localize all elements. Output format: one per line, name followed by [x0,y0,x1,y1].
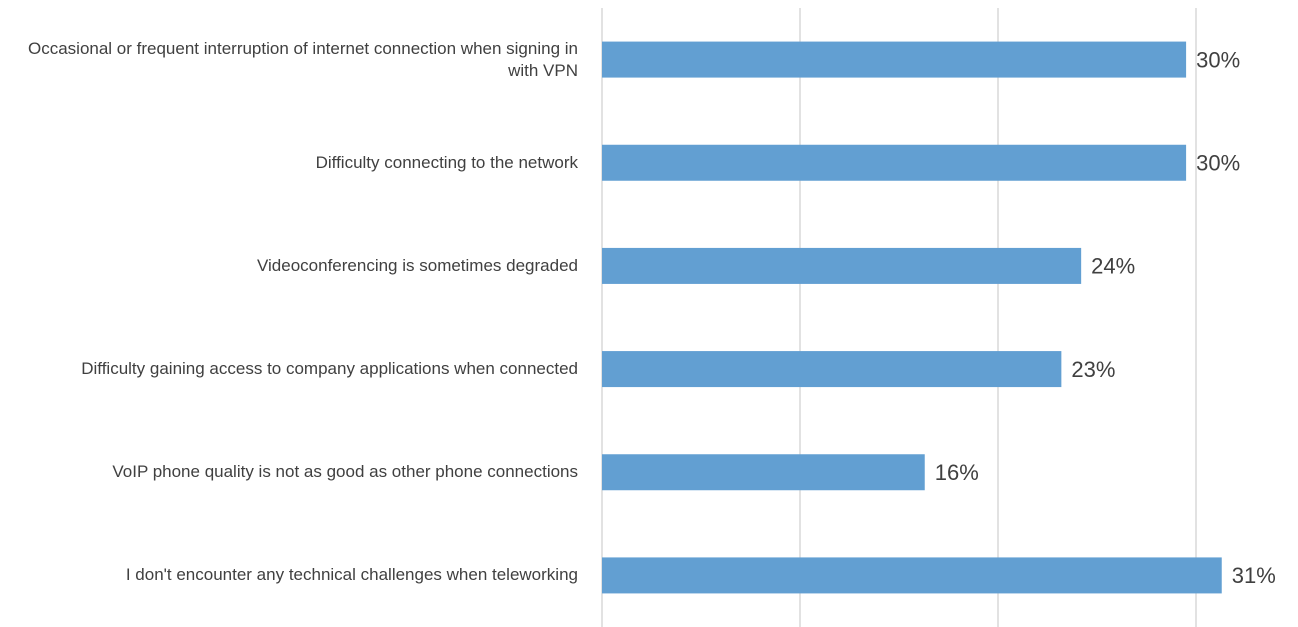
category-label-box: VoIP phone quality is not as good as oth… [112,462,578,482]
category-label-box: Videoconferencing is sometimes degraded [257,255,578,275]
category-label: Videoconferencing is sometimes degraded [257,255,578,275]
value-label: 31% [1232,563,1276,588]
bar [602,144,1187,181]
value-label: 16% [935,460,979,485]
value-label: 30% [1196,151,1240,176]
category-label: Occasional or frequent interruption of i… [27,38,578,80]
category-label: Difficulty gaining access to company app… [81,359,578,379]
category-label: I don't encounter any technical challeng… [125,565,578,585]
bar [602,557,1222,594]
bar [602,454,925,491]
bar [602,247,1082,284]
category-label: VoIP phone quality is not as good as oth… [112,462,578,482]
value-label: 30% [1196,47,1240,72]
bar [602,351,1062,388]
category-label-box: I don't encounter any technical challeng… [125,565,578,585]
category-label-box: Occasional or frequent interruption of i… [27,38,578,80]
category-label: Difficulty connecting to the network [315,152,578,172]
value-label: 24% [1091,254,1135,279]
category-label-box: Difficulty gaining access to company app… [81,359,578,379]
bar [602,41,1187,78]
value-label: 23% [1071,357,1115,382]
category-label-box: Difficulty connecting to the network [315,152,578,172]
